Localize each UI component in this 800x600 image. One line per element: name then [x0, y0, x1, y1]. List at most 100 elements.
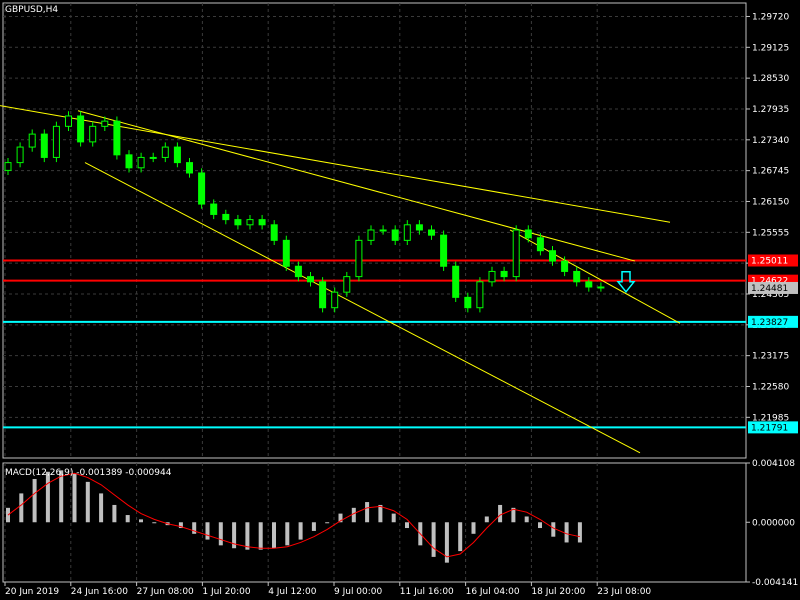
candle — [113, 120, 121, 156]
candle — [319, 281, 327, 309]
candle — [270, 224, 278, 241]
candle — [355, 239, 363, 278]
candle — [524, 229, 532, 239]
trendline — [84, 162, 641, 454]
candle — [125, 154, 133, 169]
candle — [440, 234, 448, 267]
current-price-tag — [748, 281, 798, 294]
macd-indicator — [6, 470, 582, 563]
candle — [65, 115, 72, 127]
candle — [198, 172, 206, 205]
macd-bar — [152, 522, 157, 524]
macd-bar — [272, 522, 276, 549]
candle — [391, 229, 399, 241]
time-tick-label: 1 Jul 20:00 — [202, 587, 251, 597]
price-tick-label: 1.29720 — [752, 12, 789, 22]
horizontal-levels — [3, 259, 746, 429]
macd-signal-line — [7, 472, 581, 558]
macd-bar — [311, 522, 316, 531]
time-tick-label: 18 Jul 20:00 — [531, 587, 585, 597]
macd-bar — [577, 522, 582, 543]
level-tag — [748, 315, 798, 328]
candle — [512, 229, 520, 278]
time-tick-label: 16 Jul 04:00 — [466, 587, 520, 597]
macd-bar — [32, 478, 37, 523]
candle — [258, 219, 266, 226]
macd-bar — [325, 522, 330, 524]
candle — [89, 125, 97, 143]
price-tick-label: 1.29125 — [752, 43, 789, 53]
candle — [415, 224, 423, 231]
price-tick-label: 1.27340 — [752, 136, 789, 146]
candle — [210, 203, 218, 215]
main-pane-border — [2, 2, 747, 459]
price-tick-label: 1.26745 — [752, 167, 789, 177]
candle — [536, 237, 544, 252]
macd-tick-label: 0.004108 — [752, 459, 795, 469]
candle — [573, 270, 581, 283]
candle — [428, 229, 435, 236]
macd-bar — [564, 522, 569, 543]
level-tag — [748, 254, 798, 267]
price-tags: 1.25011 1.24622 1.23827 1.21791 1.24481 — [748, 254, 798, 434]
time-tick-label: 11 Jul 16:00 — [400, 587, 454, 597]
macd-bar — [112, 504, 117, 523]
macd-bar — [205, 522, 210, 540]
candle — [101, 120, 109, 127]
candle — [234, 219, 242, 226]
macd-bar — [285, 522, 290, 546]
macd-bar — [218, 522, 223, 546]
level-tag-label: 1.21791 — [751, 423, 788, 433]
macd-bar — [72, 473, 77, 523]
time-tick-label: 27 Jun 08:00 — [137, 587, 194, 597]
macd-bar — [458, 522, 463, 552]
time-tick-label: 9 Jul 00:00 — [334, 587, 383, 597]
chart-title: GBPUSD,H4 — [5, 5, 58, 15]
time-tick-label: 4 Jul 12:00 — [268, 587, 317, 597]
macd-bar — [19, 493, 24, 523]
macd-bar — [391, 513, 396, 523]
macd-bar — [192, 522, 197, 534]
level-tag — [748, 421, 798, 434]
level-tag-label: 1.25011 — [751, 257, 788, 267]
candle — [500, 270, 508, 278]
candle — [246, 219, 254, 226]
candle — [77, 115, 85, 143]
price-tick-label: 1.23175 — [752, 352, 789, 362]
macd-bar — [511, 507, 516, 523]
macd-bar — [298, 522, 303, 540]
macd-bar — [45, 471, 50, 523]
candle — [307, 276, 314, 283]
candle — [137, 156, 145, 169]
trendline — [77, 110, 636, 262]
candle — [52, 125, 60, 158]
candle — [282, 239, 290, 267]
grid — [2, 2, 747, 583]
trendline — [0, 105, 671, 223]
macd-bar — [378, 504, 383, 523]
candle — [161, 146, 169, 158]
trendline — [509, 229, 681, 324]
price-tick-label: 1.28530 — [752, 74, 789, 84]
candle — [367, 229, 375, 241]
macd-tick-label: -0.004141 — [752, 578, 798, 588]
current-price-label: 1.24481 — [751, 284, 788, 294]
macd-bar — [258, 522, 263, 550]
macd-bar — [125, 515, 130, 523]
price-tick-label: 1.21985 — [752, 413, 789, 423]
candle — [149, 156, 157, 159]
candle — [40, 133, 48, 158]
macd-bar — [431, 522, 436, 557]
candle — [28, 133, 36, 148]
sell-arrow-icon — [616, 271, 636, 294]
candle — [294, 265, 302, 278]
time-tick-label: 23 Jul 08:00 — [597, 587, 651, 597]
price-tick-label: 1.25555 — [752, 228, 789, 238]
macd-bar — [178, 522, 183, 529]
candle — [379, 229, 387, 232]
candle — [4, 162, 12, 171]
price-tick-label: 1.26150 — [752, 197, 789, 207]
macd-bar — [351, 507, 356, 523]
candle — [452, 265, 460, 298]
